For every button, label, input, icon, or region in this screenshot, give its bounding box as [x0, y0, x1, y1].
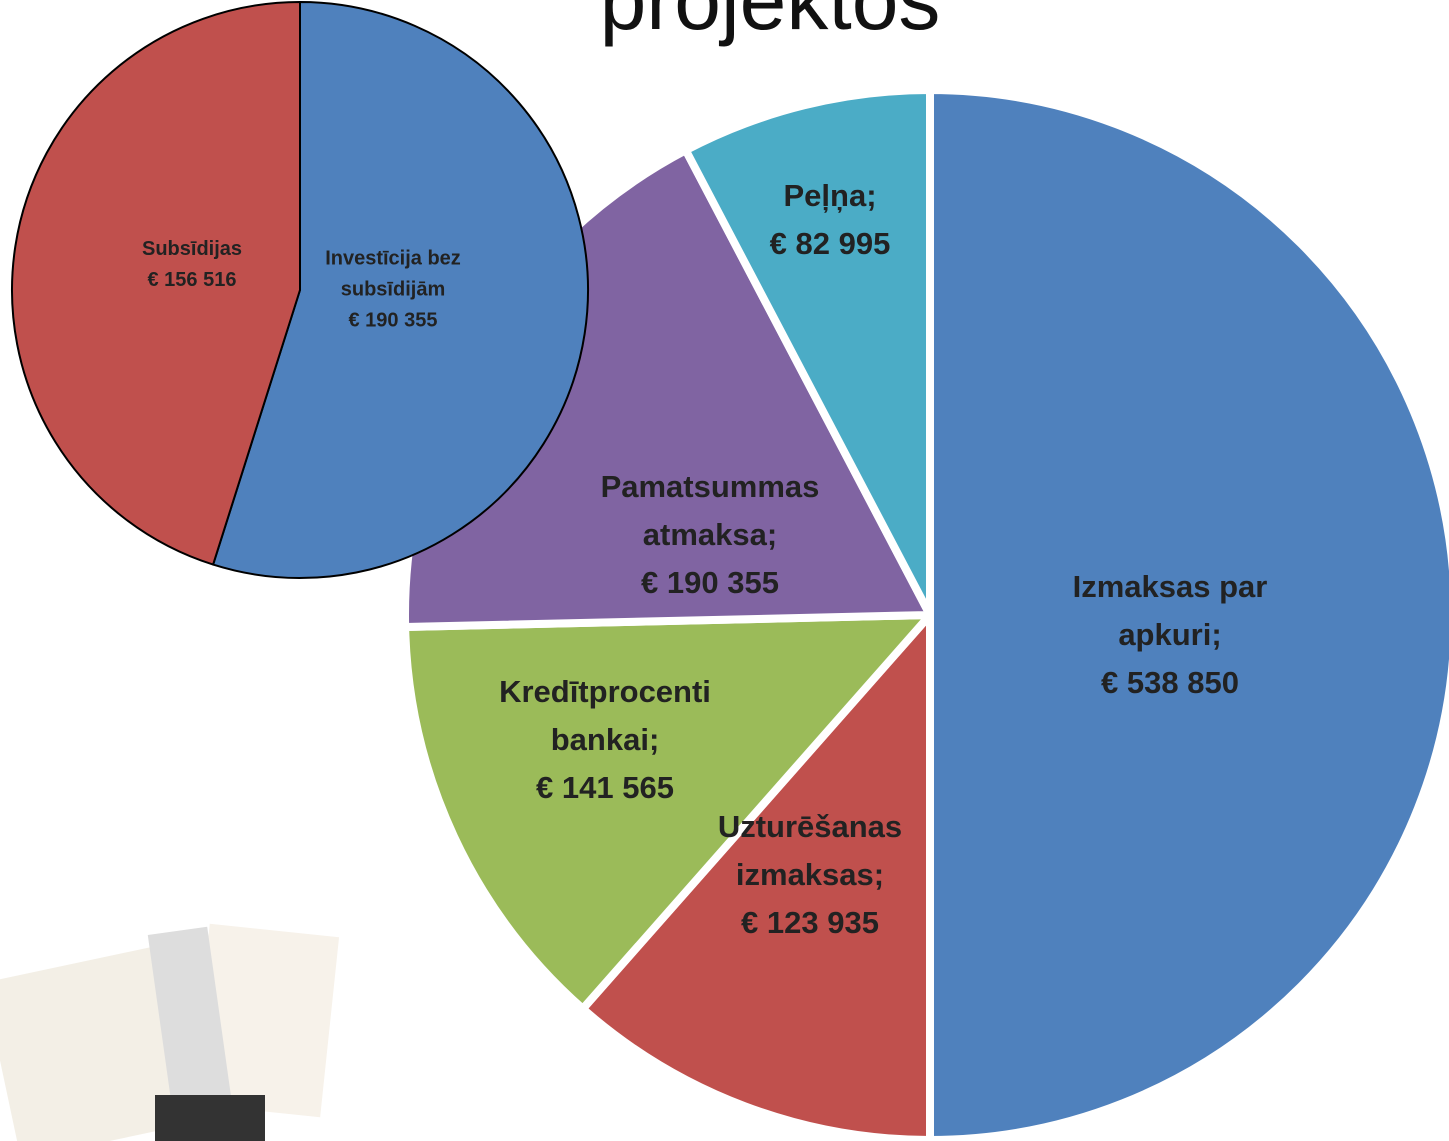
category-label: Kredītprocenti bankai;	[470, 668, 740, 764]
slide: projektos Izmaksas par apkuri;€ 538 850 U…	[0, 0, 1449, 1141]
slice-label: Izmaksas par apkuri;€ 538 850	[1035, 563, 1305, 707]
slice-label: Peļņa;€ 82 995	[695, 172, 965, 268]
category-label: Pamatsummas atmaksa;	[575, 463, 845, 559]
slice-label: Uzturēšanas izmaksas;€ 123 935	[675, 803, 945, 947]
slide-title: projektos	[600, 0, 941, 49]
category-label: Subsīdijas	[117, 234, 267, 265]
value-label: € 123 935	[675, 899, 945, 947]
value-label: € 538 850	[1035, 659, 1305, 707]
value-label: € 190 355	[575, 559, 845, 607]
slice-label: Subsīdijas€ 156 516	[117, 234, 267, 296]
value-label: € 82 995	[695, 220, 965, 268]
value-label: € 156 516	[117, 265, 267, 296]
value-label: € 190 355	[318, 306, 468, 337]
slice-label: Pamatsummas atmaksa;€ 190 355	[575, 463, 845, 607]
slice-label: Investīcija bez subsīdijām€ 190 355	[318, 244, 468, 337]
category-label: Peļņa;	[695, 172, 965, 220]
value-label: € 141 565	[470, 764, 740, 812]
slice-label: Kredītprocenti bankai;€ 141 565	[470, 668, 740, 812]
category-label: Uzturēšanas izmaksas;	[675, 803, 945, 899]
category-label: Izmaksas par apkuri;	[1035, 563, 1305, 659]
category-label: Investīcija bez subsīdijām	[318, 244, 468, 306]
award-image	[0, 924, 339, 1141]
